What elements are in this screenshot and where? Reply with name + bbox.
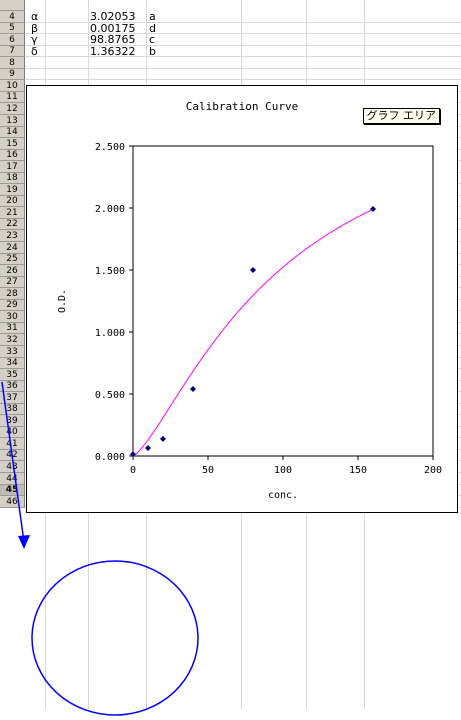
row-header[interactable]: 33 [0,346,25,358]
row-header[interactable]: 30 [0,311,25,323]
row-header[interactable]: 39 [0,415,25,427]
param-value[interactable]: 98.8765 [90,33,136,46]
data-point [130,451,136,458]
row-header[interactable]: 15 [0,138,25,150]
row-header[interactable]: 25 [0,254,25,265]
row-header-partial [0,0,25,11]
chart-area-tooltip: グラフ エリア [362,108,440,124]
data-point [160,435,166,442]
param-value[interactable]: 1.36322 [90,45,136,58]
plot-svg: 0.000 0.500 1.000 1.500 2.000 2.500 0 50 100 150 2… [57,142,442,501]
x-tick-label: 50 [202,465,214,476]
y-tick-label: 2.000 [95,204,125,215]
row-header[interactable]: 44 [0,473,25,485]
row-header[interactable]: 10 [0,80,25,92]
param-name[interactable]: c [149,33,156,46]
y-tick-label: 2.500 [95,142,125,153]
row-header[interactable]: 40 [0,427,25,438]
param-symbol[interactable]: β [31,22,39,35]
row-header[interactable]: 18 [0,173,25,184]
x-tick-label: 100 [274,465,292,476]
row-header[interactable]: 23 [0,230,25,242]
row-header[interactable]: 24 [0,242,25,254]
row-header[interactable]: 37 [0,392,25,404]
row-header[interactable]: 31 [0,323,25,334]
param-name[interactable]: a [149,10,156,23]
plot-area [132,145,434,457]
row-header[interactable]: 46 [0,496,25,508]
y-tick-label: 1.000 [95,328,125,339]
row-header[interactable]: 20 [0,196,25,207]
chart-area[interactable]: Calibration Curve グラフ エリア 0.000 0.500 1.00… [26,85,458,513]
row-header[interactable]: 14 [0,127,25,138]
row-header[interactable]: 17 [0,161,25,173]
x-tick-label: 150 [349,465,367,476]
param-symbol[interactable]: γ [31,33,38,46]
row-header[interactable]: 19 [0,184,25,196]
sheet-bottom-blank [25,709,461,720]
param-symbol[interactable]: α [31,10,39,23]
row-gridline [25,33,461,34]
row-header[interactable]: 34 [0,358,25,369]
row-header[interactable]: 28 [0,288,25,300]
row-gridline [25,68,461,69]
row-header[interactable]: 45 [0,485,25,496]
row-header[interactable]: 26 [0,265,25,277]
row-header[interactable]: 29 [0,300,25,311]
row-gridline [25,79,461,80]
param-name[interactable]: d [149,22,156,35]
row-header[interactable]: 21 [0,207,25,219]
row-header[interactable]: 27 [0,277,25,288]
row-header[interactable]: 9 [0,69,25,80]
row-header[interactable]: 42 [0,450,25,461]
row-header[interactable]: 41 [0,438,25,450]
row-header[interactable]: 4 [0,11,25,23]
row-header[interactable]: 13 [0,115,25,127]
x-tick-label: 0 [130,465,136,476]
param-value[interactable]: 3.02053 [90,10,136,23]
row-header[interactable]: 5 [0,23,25,34]
row-header[interactable]: 6 [0,34,25,46]
x-tick-label: 200 [424,465,442,476]
row-gridline [25,45,461,46]
row-gridline [25,22,461,23]
param-value[interactable]: 0.00175 [90,22,136,35]
row-header[interactable]: 22 [0,219,25,230]
row-header[interactable]: 8 [0,57,25,69]
row-header[interactable]: 7 [0,46,25,57]
row-header[interactable]: 11 [0,92,25,103]
chart-title: Calibration Curve [185,100,299,113]
data-point [250,267,256,273]
row-gridline [25,56,461,57]
param-symbol[interactable]: δ [31,45,38,58]
row-header[interactable]: 32 [0,334,25,346]
fit-curve [132,208,374,457]
row-header[interactable]: 38 [0,404,25,415]
data-point [370,205,376,212]
y-tick-label: 0.500 [95,390,125,401]
x-axis-label: conc. [268,490,298,501]
row-header[interactable]: 43 [0,461,25,473]
data-point [190,386,196,393]
y-tick-label: 1.500 [95,266,125,277]
y-tick-label: 0.000 [95,452,125,463]
y-axis-label: O.D. [57,289,68,313]
row-header[interactable]: 35 [0,369,25,381]
row-header[interactable]: 36 [0,381,25,392]
data-point [145,444,151,451]
param-name[interactable]: b [149,45,156,58]
row-header[interactable]: 12 [0,103,25,115]
row-header[interactable]: 16 [0,150,25,161]
